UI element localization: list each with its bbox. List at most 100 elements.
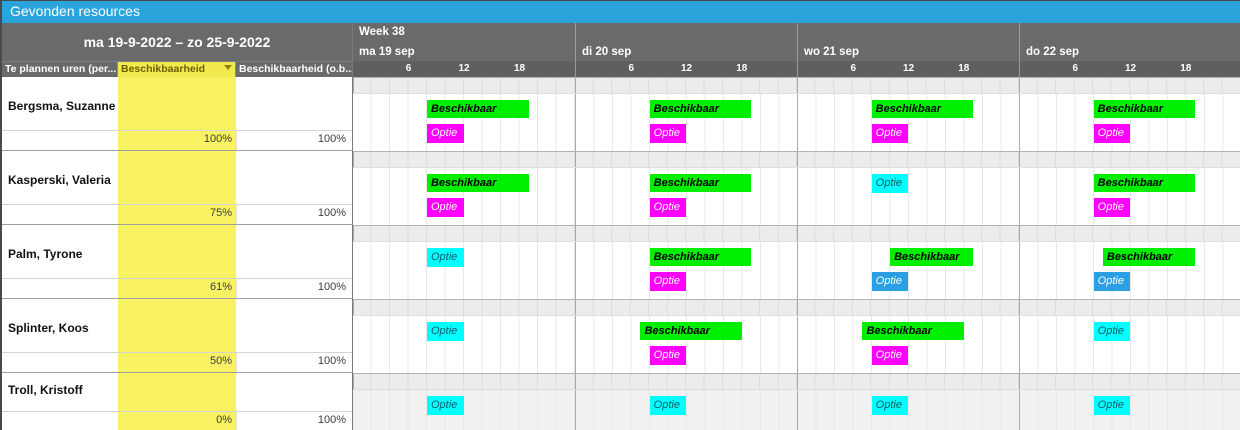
optie-bar[interactable]: Optie [871, 174, 909, 193]
column-header-row: Te plannen uren (per... Beschikbaarheid Be… [2, 61, 352, 77]
resource-name-cell[interactable]: Troll, Kristoff [2, 373, 352, 412]
beschikbaar-bar[interactable]: Beschikbaar [649, 248, 751, 266]
tick-label: 12 [680, 63, 693, 74]
beschikbaarheid-obv-value: 100% [236, 412, 352, 430]
timeline-panel: Week 38 ma 19 sep di 20 sep wo 21 sep do 22 … [352, 23, 1240, 430]
optie-bar[interactable]: Optie [1093, 396, 1131, 415]
beschikbaar-bar[interactable]: Beschikbaar [640, 322, 742, 340]
optie-bar[interactable]: Optie [649, 124, 687, 143]
column-header-label: Beschikbaarheid [121, 63, 206, 75]
beschikbaarheid-value: 50% [209, 355, 232, 367]
optie-bar[interactable]: Optie [649, 346, 687, 365]
te-plannen-uren-value [2, 279, 118, 298]
day-cell: Optie [353, 242, 575, 299]
day-header: di 20 sep [575, 23, 797, 61]
resource-name: Bergsma, Suzanne [8, 99, 116, 113]
resource-name: Splinter, Koos [8, 321, 89, 335]
tick-label: 12 [902, 63, 915, 74]
optie-bar[interactable]: Optie [426, 396, 464, 415]
optie-bar[interactable]: Optie [426, 124, 464, 143]
optie-bar[interactable]: Optie [649, 272, 687, 291]
resource-name: Kasperski, Valeria [8, 173, 111, 187]
tick-label: 12 [1124, 63, 1137, 74]
day-cell: Optie [353, 390, 575, 430]
beschikbaarheid-column-highlight [118, 299, 236, 372]
beschikbaarheid-obv-value: 100% [236, 205, 352, 224]
resource-name-cell[interactable]: Kasperski, Valeria [2, 151, 352, 205]
beschikbaarheid-column-highlight [118, 373, 236, 430]
column-header-te-plannen-uren[interactable]: Te plannen uren (per... [2, 62, 118, 77]
timeline-row: Optie Beschikbaar Optie Beschikbaar Optie Opt… [353, 299, 1240, 373]
beschikbaar-bar[interactable]: Beschikbaar [426, 174, 529, 192]
tick-label: 18 [736, 63, 748, 74]
optie-bar[interactable]: Optie [871, 272, 909, 291]
beschikbaar-bar[interactable]: Beschikbaar [649, 174, 751, 192]
resource-row: Troll, Kristoff 0% 100% [2, 373, 352, 430]
optie-bar[interactable]: Optie [649, 198, 687, 217]
beschikbaarheid-obv-value: 100% [236, 353, 352, 372]
beschikbaar-bar[interactable]: Beschikbaar [426, 100, 529, 118]
day-cell: Beschikbaar Optie [575, 316, 797, 373]
resource-name-cell[interactable]: Palm, Tyrone [2, 225, 352, 279]
timeline-tick-row: 6 12 18 6 12 18 6 12 18 6 12 18 [353, 61, 1240, 77]
beschikbaar-bar[interactable]: Beschikbaar [871, 100, 973, 118]
optie-bar[interactable]: Optie [426, 248, 464, 267]
beschikbaarheid-column-highlight [118, 225, 236, 298]
resource-name-cell[interactable]: Bergsma, Suzanne [2, 77, 352, 131]
row-separator-strip [353, 225, 1240, 242]
tick-scale: 6 12 18 [1019, 61, 1240, 77]
beschikbaar-bar[interactable]: Beschikbaar [862, 322, 964, 340]
day-cell: Beschikbaar Optie [1019, 242, 1240, 299]
day-cell: Optie [353, 316, 575, 373]
sort-descending-icon [224, 65, 232, 70]
te-plannen-uren-value [2, 131, 118, 150]
day-label: ma 19 sep [359, 46, 415, 58]
te-plannen-uren-value [2, 412, 118, 430]
optie-bar[interactable]: Optie [871, 346, 909, 365]
optie-bar[interactable]: Optie [426, 198, 464, 217]
optie-bar[interactable]: Optie [426, 322, 464, 341]
percentages-row: 100% 100% [2, 131, 352, 150]
optie-bar[interactable]: Optie [1093, 272, 1131, 291]
day-header: wo 21 sep [797, 23, 1019, 61]
resource-row: Palm, Tyrone 61% 100% [2, 225, 352, 299]
resource-row: Kasperski, Valeria 75% 100% [2, 151, 352, 225]
day-cell: Optie [1019, 390, 1240, 430]
optie-bar[interactable]: Optie [871, 396, 909, 415]
day-cell: Optie [797, 390, 1019, 430]
beschikbaarheid-column-highlight [118, 77, 236, 150]
bars-area: Optie Optie Optie Optie [353, 390, 1240, 430]
beschikbaarheid-obv-value: 100% [236, 131, 352, 150]
tick-scale: 6 12 18 [353, 61, 575, 77]
optie-bar[interactable]: Optie [871, 124, 909, 143]
timeline-row: Optie Optie Optie Optie [353, 373, 1240, 430]
date-range-label: ma 19-9-2022 – zo 25-9-2022 [83, 34, 271, 50]
timeline-body: Beschikbaar Optie Beschikbaar Optie Beschikb… [353, 77, 1240, 430]
optie-bar[interactable]: Optie [1093, 322, 1131, 341]
day-cell: Beschikbaar Optie [353, 94, 575, 151]
timeline-row: Beschikbaar Optie Beschikbaar Optie Optie Bes… [353, 151, 1240, 225]
beschikbaar-bar[interactable]: Beschikbaar [649, 100, 751, 118]
date-range-header: ma 19-9-2022 – zo 25-9-2022 [2, 23, 352, 61]
resource-name-cell[interactable]: Splinter, Koos [2, 299, 352, 353]
resource-name: Troll, Kristoff [8, 383, 83, 397]
beschikbaar-bar[interactable]: Beschikbaar [1093, 174, 1195, 192]
beschikbaar-bar[interactable]: Beschikbaar [890, 248, 973, 266]
column-header-beschikbaarheid-obv[interactable]: Beschikbaarheid (o.b... [236, 62, 352, 77]
tick-label: 6 [850, 63, 857, 74]
beschikbaar-bar[interactable]: Beschikbaar [1093, 100, 1195, 118]
optie-bar[interactable]: Optie [1093, 198, 1131, 217]
te-plannen-uren-value [2, 353, 118, 372]
row-separator-strip [353, 299, 1240, 316]
optie-bar[interactable]: Optie [649, 396, 687, 415]
bars-area: Optie Beschikbaar Optie Beschikbaar Optie Bes… [353, 242, 1240, 299]
bars-area: Beschikbaar Optie Beschikbaar Optie Beschikb… [353, 94, 1240, 151]
tick-label: 18 [958, 63, 970, 74]
optie-bar[interactable]: Optie [1093, 124, 1131, 143]
column-header-beschikbaarheid[interactable]: Beschikbaarheid [118, 62, 236, 77]
day-cell: Beschikbaar Optie [797, 242, 1019, 299]
beschikbaar-bar[interactable]: Beschikbaar [1102, 248, 1195, 266]
tick-scale: 6 12 18 [797, 61, 1019, 77]
day-cell: Beschikbaar Optie [797, 94, 1019, 151]
day-cell: Beschikbaar Optie [353, 168, 575, 225]
